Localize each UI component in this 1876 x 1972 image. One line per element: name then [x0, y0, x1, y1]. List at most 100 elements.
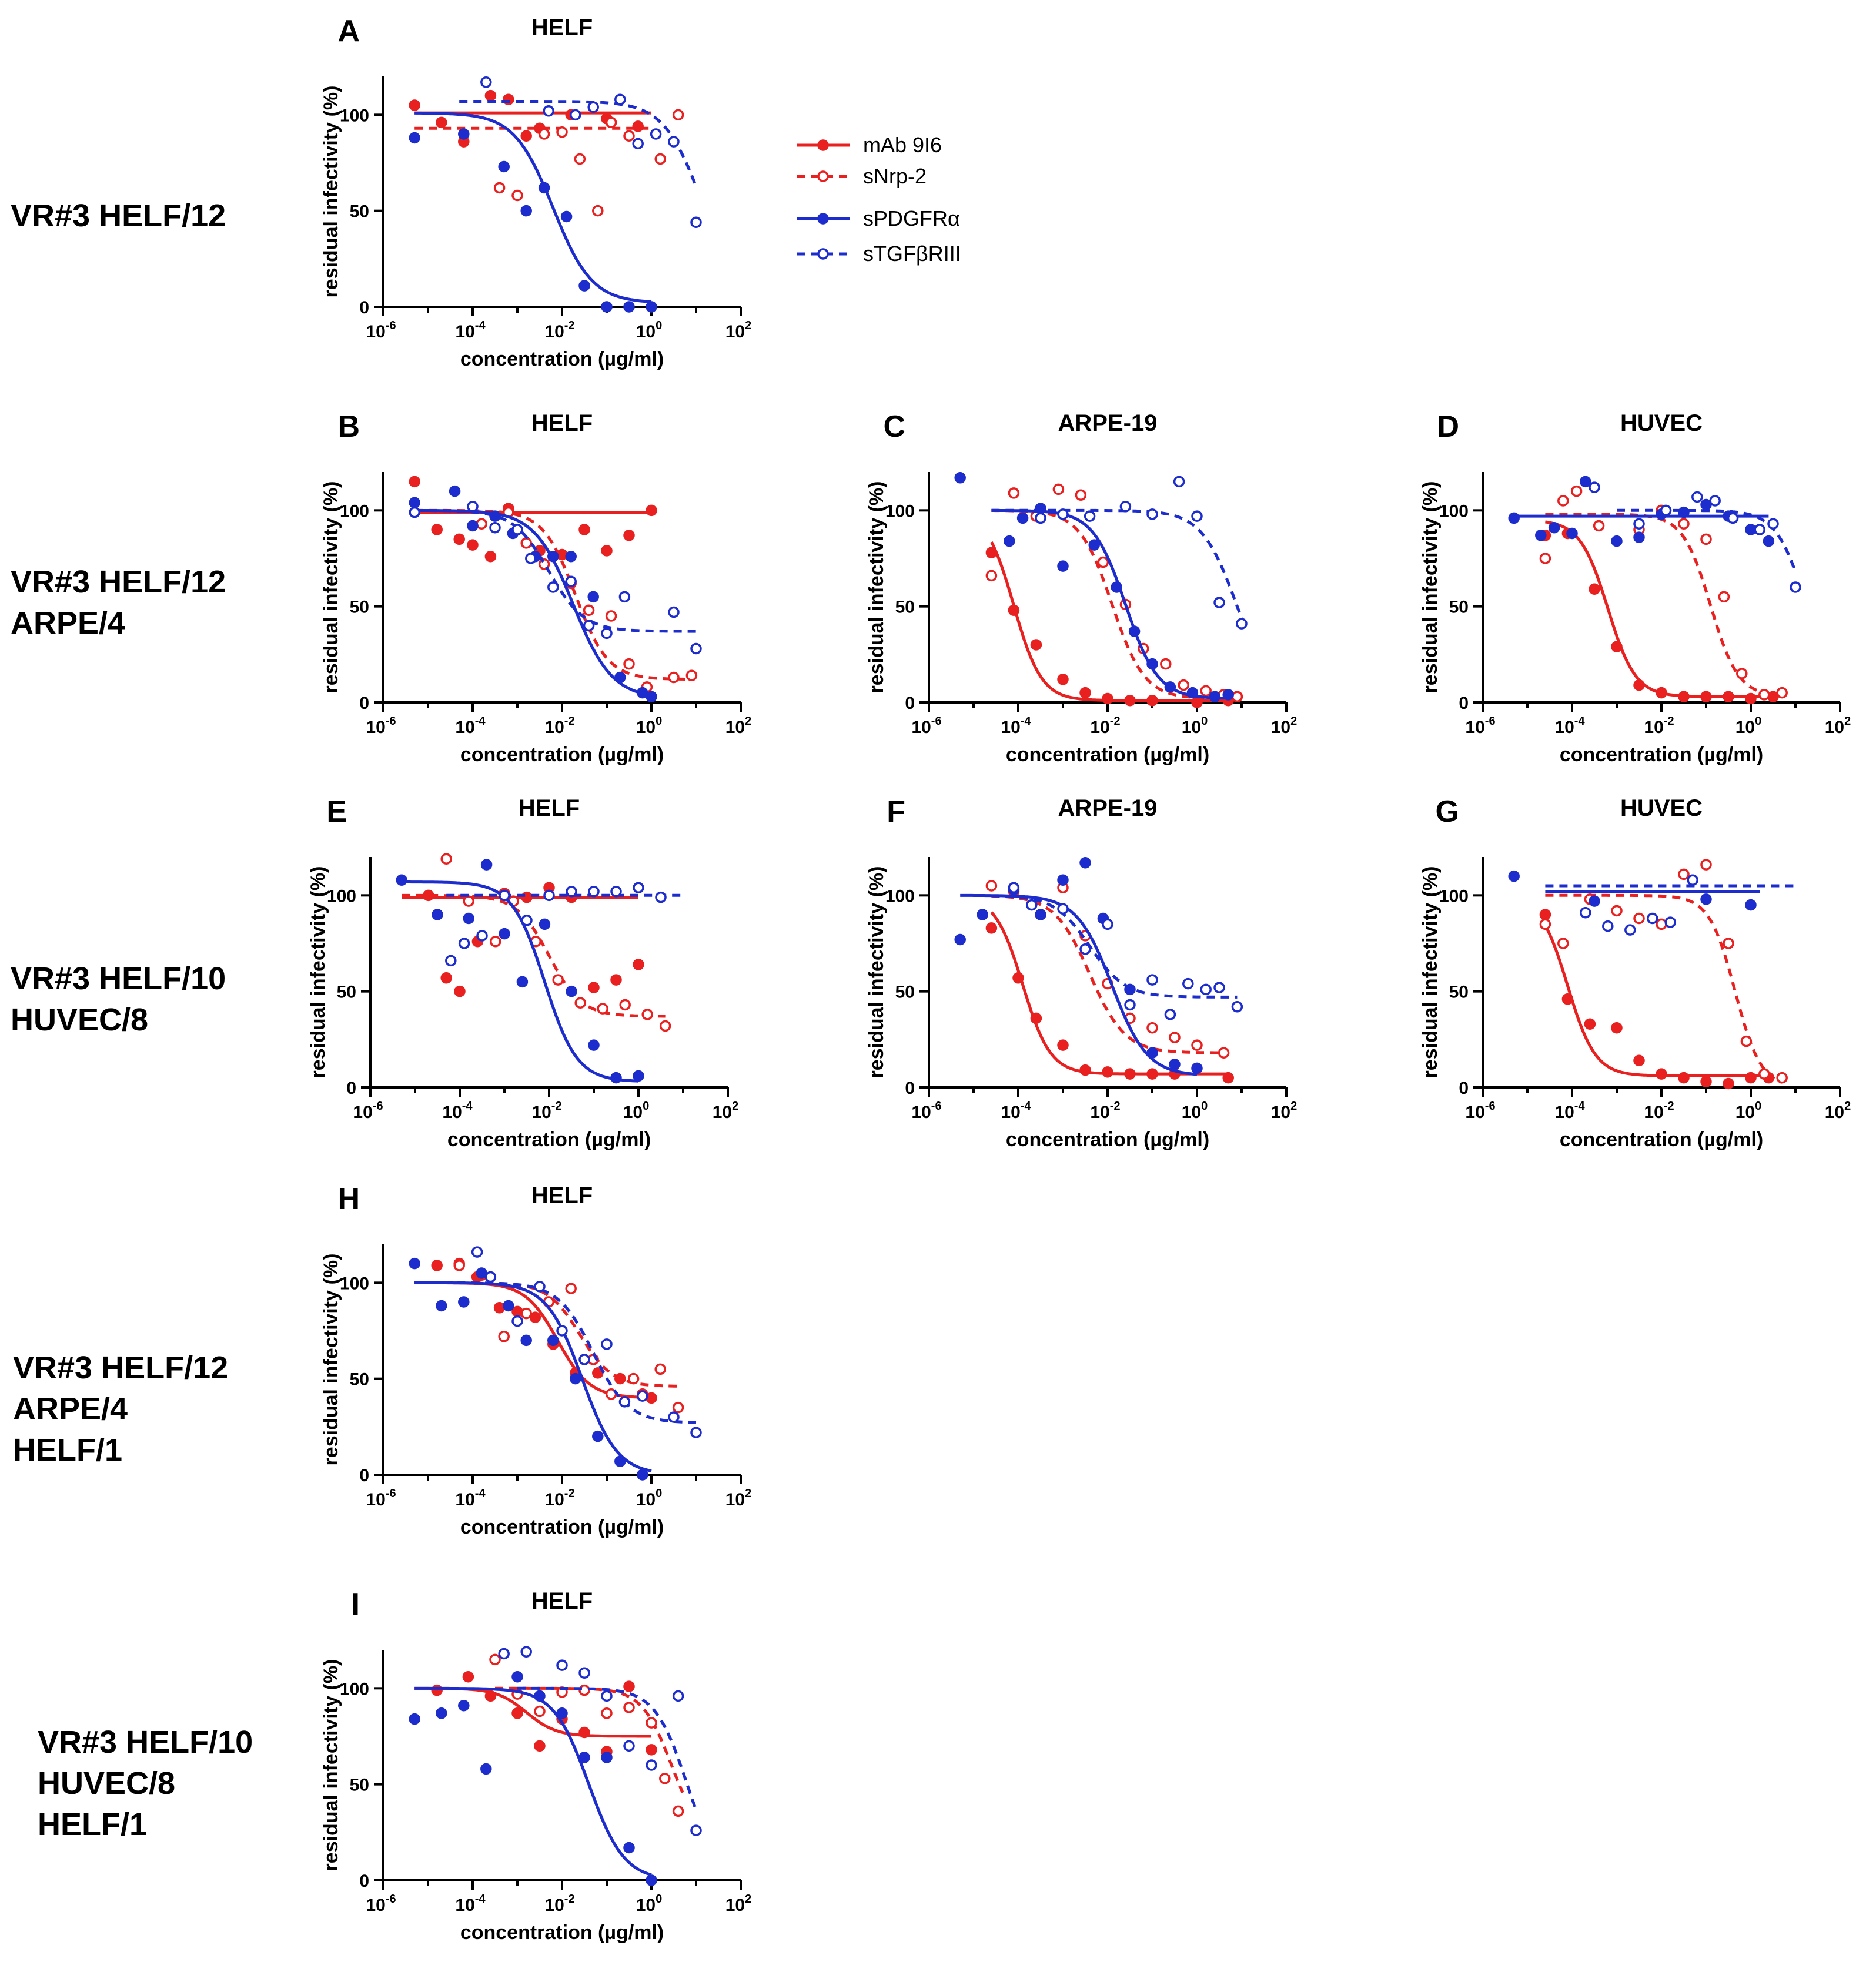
data-point: [1119, 501, 1132, 513]
y-tick-label: 50: [350, 1776, 369, 1795]
data-point: [1624, 924, 1636, 936]
y-axis-title: residual infectivity (%): [1419, 481, 1442, 694]
data-point: [1182, 977, 1194, 990]
data-point: [1566, 527, 1578, 540]
x-tick-label: 10-4: [455, 319, 486, 341]
panel-letter: D: [1437, 410, 1459, 444]
x-axis-title: concentration (µg/ml): [460, 348, 664, 370]
data-point: [566, 886, 577, 898]
y-tick-label: 100: [340, 501, 369, 521]
data-point: [654, 153, 666, 165]
data-point: [1691, 491, 1703, 503]
data-point: [633, 1070, 644, 1082]
x-tick-label: 100: [1182, 715, 1208, 737]
data-point: [1539, 909, 1551, 920]
data-point: [516, 976, 529, 988]
y-tick-label: 0: [905, 694, 915, 713]
data-point: [646, 1392, 657, 1404]
data-point: [1700, 533, 1712, 545]
data-point: [476, 930, 488, 942]
data-point: [449, 485, 461, 497]
data-point: [1236, 618, 1248, 630]
data-point: [1593, 520, 1605, 532]
data-point: [1580, 906, 1591, 919]
x-tick-label: 102: [1271, 715, 1298, 737]
data-point: [511, 1707, 523, 1719]
data-point: [489, 1653, 501, 1666]
fit-curve: [414, 508, 696, 633]
x-tick-label: 102: [725, 319, 752, 341]
data-point: [480, 1763, 492, 1775]
legend: mAb 9I6 sNrp-2 sPDGFRα sTGFβRIII: [797, 133, 961, 266]
series-stgfbriii: [1589, 481, 1801, 593]
x-tick-label: 10-6: [353, 1100, 383, 1122]
data-point: [668, 1411, 680, 1423]
data-point: [646, 301, 657, 313]
x-tick-label: 10-2: [531, 1100, 561, 1122]
data-point: [520, 130, 532, 142]
data-point: [1128, 625, 1141, 637]
data-point: [1539, 553, 1551, 564]
data-point: [1079, 687, 1091, 699]
data-point: [1700, 1076, 1712, 1087]
data-point: [547, 1334, 559, 1347]
x-tick-label: 10-6: [1465, 1100, 1495, 1122]
data-point: [588, 1039, 600, 1051]
data-point: [623, 1842, 635, 1854]
legend-marker: [817, 139, 829, 151]
data-point: [1700, 691, 1712, 702]
fit-curve: [459, 100, 698, 188]
data-point: [1030, 639, 1042, 651]
data-point: [1084, 510, 1096, 522]
data-point: [690, 642, 702, 655]
data-point: [637, 1469, 648, 1481]
data-point: [623, 1680, 635, 1692]
data-point: [1169, 1059, 1181, 1070]
fit-curve: [991, 508, 1243, 620]
data-point: [672, 1401, 684, 1414]
data-point: [623, 1740, 635, 1752]
row-label: VR#3 HELF/12: [11, 198, 226, 233]
x-tick-label: 100: [623, 1100, 650, 1122]
data-point: [1723, 1077, 1734, 1090]
data-point: [1508, 512, 1520, 524]
data-point: [1035, 909, 1046, 920]
data-point: [458, 1296, 470, 1308]
data-point: [436, 1707, 447, 1719]
data-point: [432, 909, 443, 920]
data-point: [1539, 918, 1551, 930]
data-point: [1776, 687, 1788, 699]
data-point: [578, 1726, 590, 1739]
data-point: [566, 985, 577, 997]
y-tick-label: 0: [1459, 694, 1469, 713]
data-point: [1611, 641, 1623, 653]
data-point: [565, 550, 577, 563]
data-point: [556, 1707, 568, 1719]
data-point: [499, 928, 510, 940]
data-point: [641, 1009, 653, 1020]
x-tick-label: 100: [1182, 1100, 1208, 1122]
data-point: [556, 126, 568, 138]
data-point: [601, 1690, 613, 1702]
fit-curve: [402, 893, 666, 1018]
series-snrp-2: [402, 853, 671, 1032]
data-point: [484, 1690, 497, 1702]
data-point: [1557, 938, 1569, 949]
row-label: VR#3 HELF/12 ARPE/4: [11, 564, 226, 641]
data-point: [543, 889, 555, 902]
series-mab-9i6: [1539, 520, 1779, 705]
data-point: [1745, 692, 1757, 705]
data-point: [977, 909, 988, 920]
chart-panel-g: G HUVEC 0 50 100 10-6 10-4 10-2 100 102 concentrat…: [1419, 795, 1851, 1151]
series-stgfbriii: [991, 882, 1243, 1020]
data-point: [646, 691, 657, 702]
data-point: [1678, 518, 1690, 530]
data-point: [480, 76, 492, 88]
data-point: [409, 1257, 420, 1270]
data-point: [525, 553, 537, 564]
data-point: [1535, 530, 1547, 541]
data-point: [1191, 1039, 1203, 1051]
data-point: [672, 109, 684, 121]
y-axis-title: residual infectivity (%): [865, 481, 888, 694]
data-point: [1589, 481, 1600, 493]
